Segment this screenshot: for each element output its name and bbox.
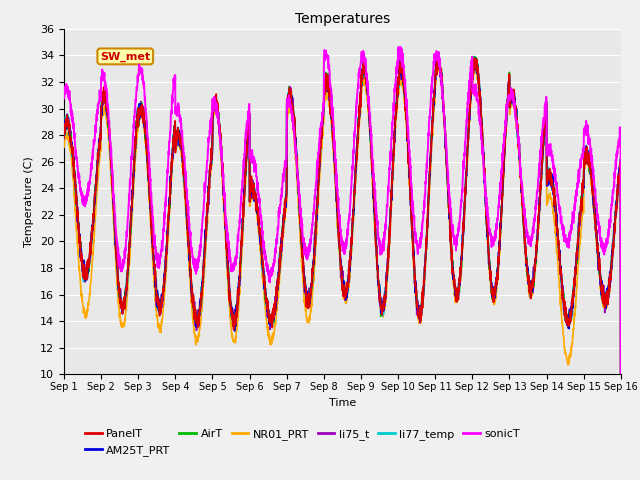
Text: SW_met: SW_met	[100, 51, 150, 61]
Y-axis label: Temperature (C): Temperature (C)	[24, 156, 35, 247]
Legend: PanelT, AM25T_PRT, AirT, NR01_PRT, li75_t, li77_temp, sonicT: PanelT, AM25T_PRT, AirT, NR01_PRT, li75_…	[81, 425, 525, 460]
X-axis label: Time: Time	[329, 397, 356, 408]
Title: Temperatures: Temperatures	[295, 12, 390, 26]
